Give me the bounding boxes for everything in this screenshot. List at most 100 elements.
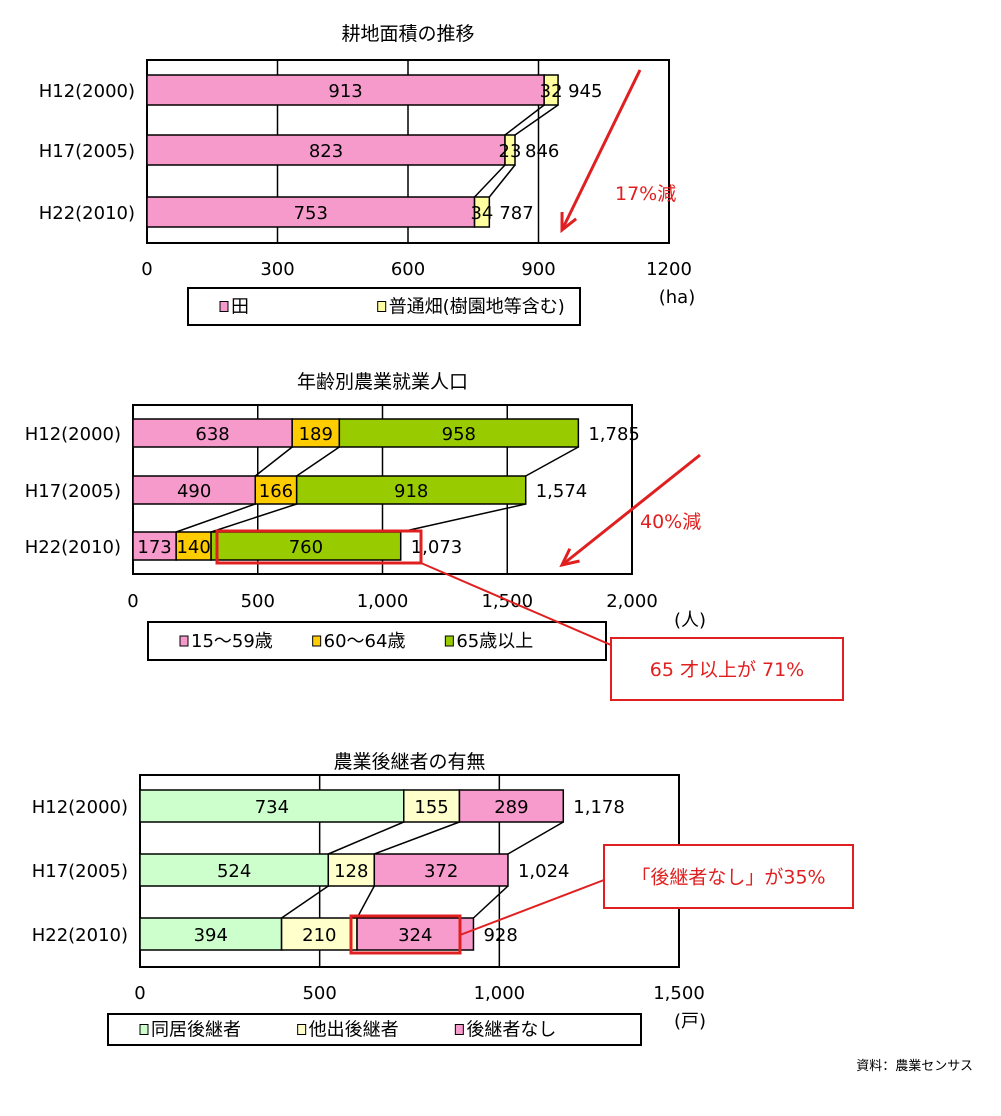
data-label: 490 (177, 481, 211, 502)
series-connector-line (296, 446, 340, 477)
series-connector-line (175, 503, 256, 533)
bar-segment (504, 134, 516, 166)
data-label: 372 (424, 861, 458, 882)
data-label: 638 (195, 424, 229, 445)
data-label: 155 (414, 797, 448, 818)
category-label: H12(2000) (39, 81, 135, 102)
data-label: 140 (176, 537, 210, 558)
total-label: 1,024 (518, 861, 570, 882)
legend-swatch (139, 1024, 149, 1035)
callout-text: 「後継者なし」が35% (631, 867, 825, 889)
x-tick-label: 1200 (646, 259, 692, 280)
data-label: 394 (194, 925, 228, 946)
legend-swatch (312, 635, 322, 647)
x-tick-label: 600 (391, 259, 425, 280)
legend-box (147, 621, 607, 661)
bar-segment (403, 789, 461, 823)
category-label: H22(2010) (32, 925, 128, 946)
x-tick-label: 500 (241, 591, 275, 612)
callout-box (603, 844, 854, 909)
chart-title: 農業後継者の有無 (333, 751, 485, 773)
series-connector-line (281, 885, 329, 919)
bar-segment (543, 74, 559, 106)
data-label: 918 (394, 481, 428, 502)
legend-label: 同居後継者 (151, 1020, 241, 1041)
bar-segment (146, 196, 476, 228)
bar-segment (132, 531, 177, 561)
callout-line (420, 562, 612, 646)
unit-label: (ha) (659, 287, 695, 308)
series-connector-line (488, 164, 516, 198)
source-note: 資料：農業センサス (856, 1059, 973, 1074)
x-tick-label: 0 (141, 259, 152, 280)
bar-segment (295, 475, 527, 505)
series-connector-line (507, 821, 564, 855)
total-label: 787 (499, 203, 533, 224)
data-label: 734 (255, 797, 289, 818)
total-label: 928 (483, 925, 517, 946)
data-label: 324 (398, 925, 432, 946)
chart-title: 耕地面積の推移 (341, 23, 474, 45)
series-connector-line (400, 503, 526, 533)
legend-label: 60～64歳 (324, 631, 406, 652)
data-label: 210 (302, 925, 336, 946)
bar-segment (139, 789, 405, 823)
bar-segment (356, 917, 475, 951)
x-tick-label: 1,000 (357, 591, 409, 612)
legend-swatch (297, 1024, 307, 1035)
category-label: H17(2005) (39, 141, 135, 162)
bar-segment (254, 475, 298, 505)
x-tick-label: 2,000 (606, 591, 658, 612)
data-label: 32 (540, 81, 563, 102)
series-connector-line (504, 104, 545, 136)
series-connector-line (210, 503, 297, 533)
bar-segment (175, 531, 212, 561)
data-label: 189 (299, 424, 333, 445)
legend-swatch (377, 301, 387, 312)
decrease-annotation: 17%減 (615, 183, 676, 205)
data-label: 913 (328, 81, 362, 102)
callout-text: 65 才以上が 71% (650, 659, 805, 681)
legend-label: 普通畑(樹園地等含む) (389, 297, 565, 318)
bar-segment (132, 475, 257, 505)
bar-segment (473, 196, 491, 228)
legend-swatch (179, 635, 189, 647)
category-label: H22(2010) (39, 203, 135, 224)
callout-line (459, 879, 605, 936)
x-tick-label: 500 (302, 983, 336, 1004)
total-label: 1,073 (411, 537, 463, 558)
legend-swatch (219, 301, 229, 312)
data-label: 34 (470, 203, 493, 224)
legend-label: 他出後継者 (309, 1020, 399, 1041)
category-label: H17(2005) (32, 861, 128, 882)
x-tick-label: 1,500 (653, 983, 705, 1004)
bar-segment (132, 418, 293, 448)
legend-box (107, 1013, 642, 1046)
decrease-arrow-icon (560, 69, 642, 231)
series-connector-line (525, 446, 579, 477)
series-connector-line (356, 885, 375, 919)
total-label: 1,785 (588, 424, 640, 445)
bar-segment (458, 789, 565, 823)
decrease-annotation: 40%減 (640, 511, 701, 533)
x-tick-label: 900 (521, 259, 555, 280)
data-label: 128 (334, 861, 368, 882)
x-tick-label: 300 (260, 259, 294, 280)
legend-label: 15～59歳 (191, 631, 273, 652)
category-label: H17(2005) (25, 481, 121, 502)
legend-swatch (454, 1024, 464, 1035)
total-label: 846 (525, 141, 559, 162)
callout-box (610, 637, 844, 701)
total-label: 1,178 (573, 797, 625, 818)
legend-label: 65歳以上 (456, 631, 533, 652)
data-label: 524 (217, 861, 251, 882)
bar-segment (280, 917, 358, 951)
series-connector-line (374, 821, 460, 855)
highlight-box (215, 529, 423, 565)
bar-segment (338, 418, 580, 448)
category-label: H22(2010) (25, 537, 121, 558)
data-label: 23 (499, 141, 522, 162)
legend-label: 田 (231, 297, 249, 318)
